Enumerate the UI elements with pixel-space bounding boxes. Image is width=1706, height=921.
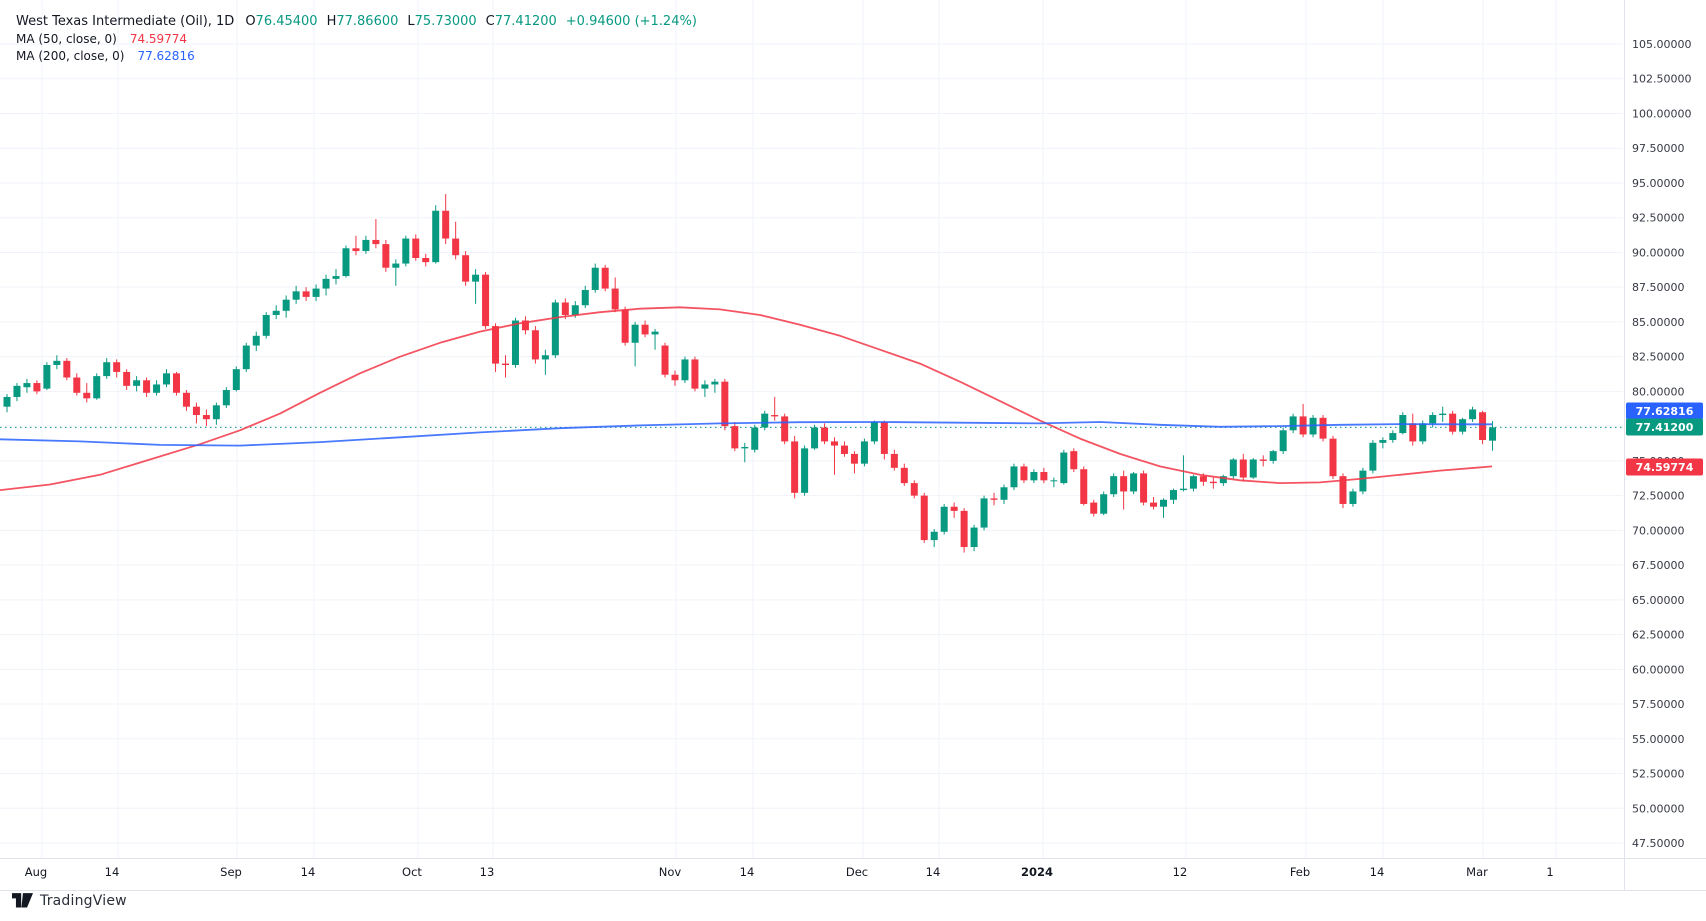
time-axis-label: 12 [1173,865,1188,879]
price-axis-label: 72.50000 [1632,490,1685,503]
tradingview-logo-text: TradingView [40,892,127,909]
high-label: H [326,13,337,29]
time-axis-label: Dec [846,865,868,879]
price-axis[interactable]: 105.00000 102.50000 100.00000 97.50000 95.00… [1626,38,1703,850]
time-axis-label: 14 [926,865,941,879]
symbol-row[interactable]: West Texas Intermediate (Oil), 1D O76.45… [16,12,697,30]
price-axis-label: 87.50000 [1632,281,1685,294]
ma200-value: 77.62816 [137,49,195,63]
ma200-line [0,421,1492,447]
tradingview-logo-icon [12,893,33,908]
price-axis-label: 80.00000 [1632,385,1685,398]
open-value: 76.45400 [255,13,318,29]
price-badge: 77.41200 [1626,418,1703,436]
ma50-line [0,306,1493,491]
open-label: O [245,13,256,29]
change-value: +0.94600 (+1.24%) [565,13,697,29]
price-axis-label: 57.50000 [1632,698,1685,711]
price-axis-label: 60.00000 [1632,663,1685,676]
time-axis[interactable]: Aug 14 Sep 14 Oct 13 Nov 14 Dec 14 2024 12 Feb 14 Mar 1 [25,865,1554,879]
time-axis-label: Mar [1466,865,1488,879]
time-axis-label: Feb [1290,865,1310,879]
symbol-title[interactable]: West Texas Intermediate (Oil), 1D [16,13,235,29]
price-axis-label: 82.50000 [1632,351,1685,364]
time-axis-label: Sep [220,865,242,879]
price-axis-label: 70.00000 [1632,524,1685,537]
price-badge: 74.59774 [1626,458,1703,476]
close-label: C [485,13,495,29]
time-axis-label: 2024 [1021,865,1053,879]
time-axis-label: 13 [480,865,495,879]
price-axis-label: 62.50000 [1632,629,1685,642]
tradingview-logo[interactable]: TradingView [12,892,127,909]
low-value: 75.73000 [414,13,477,29]
low-label: L [407,13,415,29]
ma200-label: MA (200, close, 0) [16,49,125,63]
price-axis-label: 92.50000 [1632,212,1685,225]
chart-legend[interactable]: West Texas Intermediate (Oil), 1D O76.45… [16,12,697,65]
price-axis-label: 100.00000 [1632,107,1692,120]
svg-text:74.59774: 74.59774 [1636,461,1694,474]
ma50-value: 74.59774 [129,32,188,46]
ma50-label: MA (50, close, 0) [16,32,117,46]
price-axis-label: 97.50000 [1632,142,1685,155]
time-axis-label: 1 [1546,865,1553,879]
price-axis-label: 50.00000 [1632,802,1685,815]
time-axis-label: Oct [402,865,422,879]
price-axis-label: 47.50000 [1632,837,1685,850]
price-axis-label: 105.00000 [1632,38,1692,51]
price-axis-label: 85.00000 [1632,316,1685,329]
ohlc-values: O76.45400 H77.86600 L75.73000 C77.41200 [245,14,556,29]
ma50-row[interactable]: MA (50, close, 0) 74.59774 [16,31,697,47]
time-axis-label: Aug [25,865,47,879]
candlestick-series [3,194,1497,553]
price-axis-label: 55.00000 [1632,733,1685,746]
price-axis-label: 102.50000 [1632,73,1692,86]
time-axis-label: 14 [1370,865,1385,879]
svg-text:77.41200: 77.41200 [1636,421,1694,434]
svg-text:77.62816: 77.62816 [1636,405,1694,418]
ma200-row[interactable]: MA (200, close, 0) 77.62816 [16,48,697,64]
price-axis-label: 90.00000 [1632,246,1685,259]
price-axis-label: 52.50000 [1632,768,1685,781]
close-value: 77.41200 [494,13,557,29]
price-axis-label: 95.00000 [1632,177,1685,190]
time-axis-label: 14 [105,865,120,879]
time-axis-label: Nov [659,865,682,879]
price-badge: 77.62816 [1626,402,1703,420]
high-value: 77.86600 [336,13,399,29]
price-axis-label: 65.00000 [1632,594,1685,607]
time-axis-label: 14 [740,865,755,879]
time-axis-label: 14 [301,865,316,879]
price-axis-label: 67.50000 [1632,559,1685,572]
